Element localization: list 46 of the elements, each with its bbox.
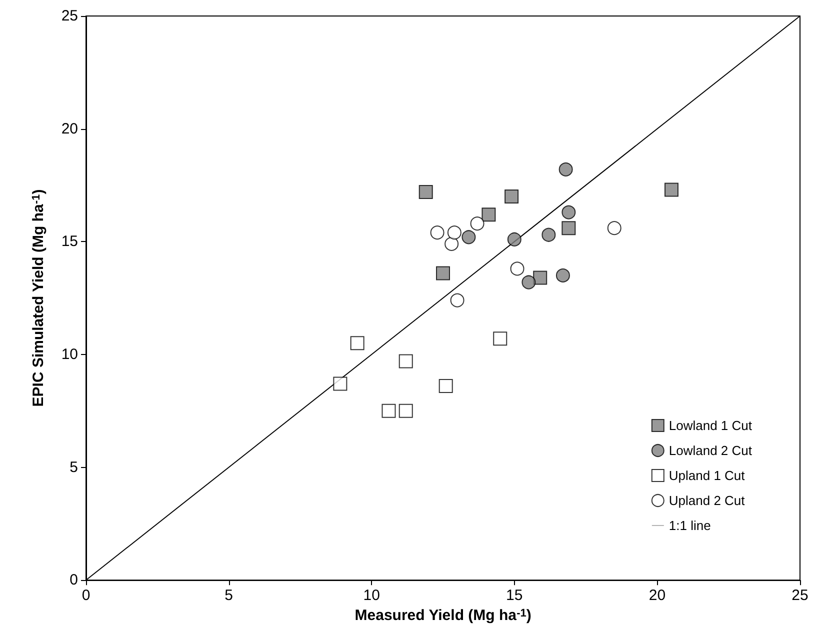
point <box>558 162 573 176</box>
point <box>438 379 453 394</box>
point <box>664 182 678 197</box>
x-tick-label: 25 <box>792 587 808 604</box>
legend-label: Upland 1 Cut <box>668 468 746 483</box>
y-tick-label: 0 <box>70 572 78 589</box>
point <box>398 354 413 368</box>
y-axis-title: EPIC Simulated Yield (Mg ha-1) <box>30 189 47 407</box>
point <box>482 208 496 222</box>
point <box>450 293 464 308</box>
point <box>350 336 364 350</box>
point <box>444 236 459 251</box>
point <box>542 228 556 242</box>
point <box>510 262 524 276</box>
point <box>430 226 444 240</box>
x-tick-label: 5 <box>224 587 233 604</box>
point <box>562 221 576 236</box>
point <box>607 221 622 236</box>
point <box>398 404 413 418</box>
y-tick-label: 10 <box>61 346 78 363</box>
legend-label: 1:1 line <box>668 518 711 533</box>
point <box>493 332 508 346</box>
point <box>436 266 450 280</box>
point <box>382 404 396 418</box>
x-tick-label: 15 <box>506 587 523 604</box>
legend-label: Upland 2 Cut <box>668 493 746 508</box>
point <box>507 232 522 246</box>
x-tick-label: 20 <box>648 587 666 604</box>
y-tick-label: 5 <box>70 458 78 476</box>
y-tick-label: 20 <box>61 120 78 138</box>
point <box>447 226 462 240</box>
x-tick-label: 0 <box>82 587 90 604</box>
point <box>333 376 348 391</box>
legend-label: Lowland 2 Cut <box>668 443 752 458</box>
legend-label: Lowland 1 Cut <box>668 418 752 433</box>
point <box>522 275 536 290</box>
point <box>470 216 484 231</box>
point <box>556 268 570 282</box>
y-tick-label: 15 <box>61 233 78 250</box>
point <box>504 190 519 204</box>
point <box>462 230 476 244</box>
x-tick-label: 10 <box>363 587 380 604</box>
point <box>533 270 548 285</box>
y-tick-label: 25 <box>61 8 78 24</box>
point <box>418 185 433 199</box>
point <box>562 205 576 220</box>
